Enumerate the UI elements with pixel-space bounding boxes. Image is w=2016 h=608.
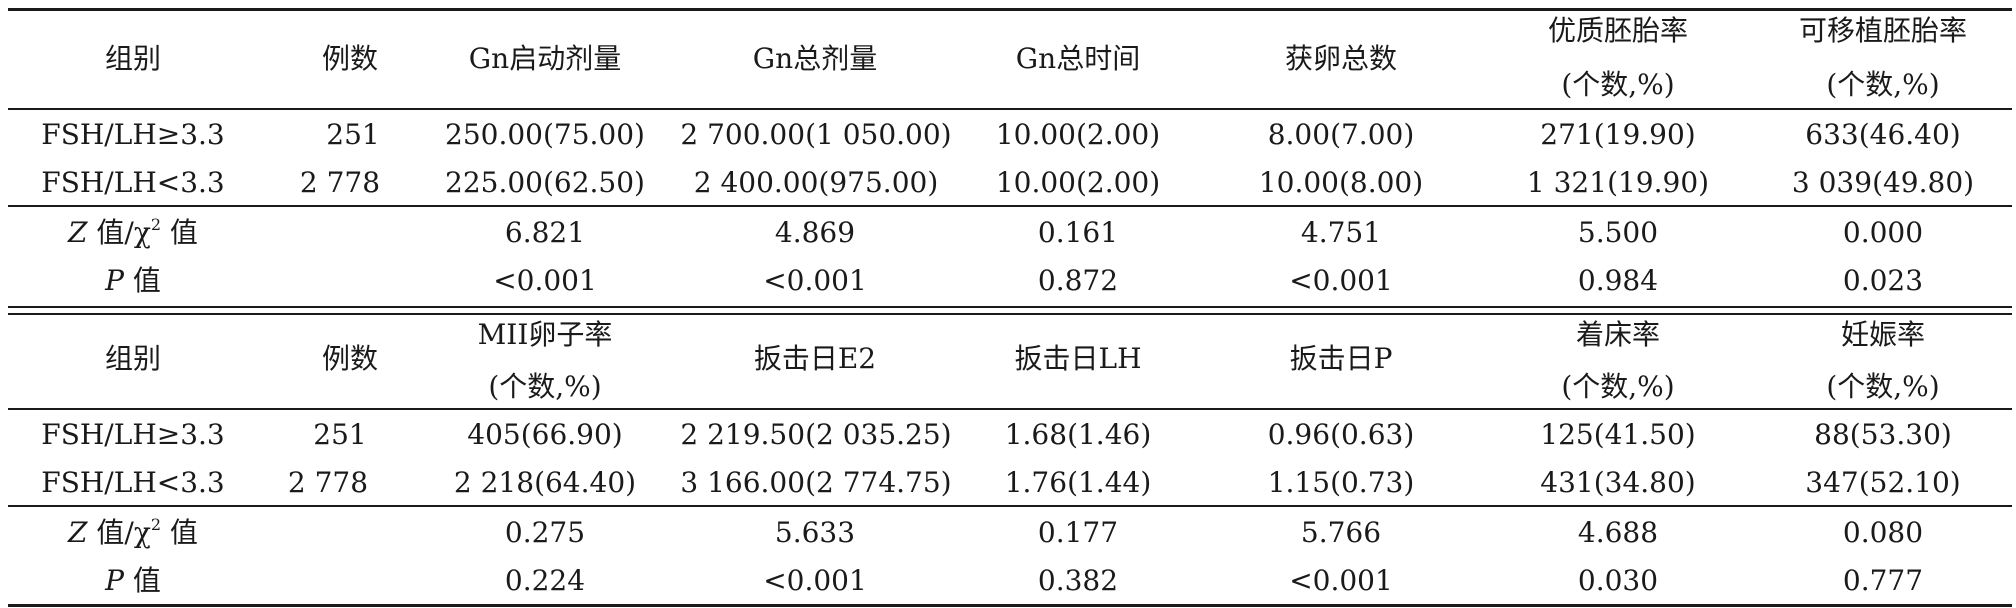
- header-rule-2: [8, 408, 2012, 410]
- z-value: 5.633: [774, 516, 856, 549]
- row-cell: 2 700.00(1 050.00): [680, 118, 952, 151]
- row-cell: 1.68(1.46): [1004, 418, 1152, 451]
- z-value: 6.821: [504, 216, 586, 249]
- header-group: 组别: [104, 42, 161, 75]
- header-count: 例数: [321, 42, 378, 75]
- p-value: 0.382: [1037, 564, 1119, 597]
- p-value: <0.001: [1289, 564, 1393, 597]
- row-cell: 431(34.80): [1540, 466, 1696, 499]
- header-quality-embryo-rate-sub: (个数,%): [1561, 68, 1675, 101]
- p-value: 0.030: [1577, 564, 1659, 597]
- header-trigger-p: 扳击日P: [1289, 342, 1393, 375]
- header-trigger-lh: 扳击日LH: [1014, 342, 1142, 375]
- row-cell: 1.76(1.44): [1004, 466, 1152, 499]
- p-value: 0.872: [1037, 264, 1119, 297]
- section-rule-b: [8, 313, 2012, 315]
- p-value: 0.984: [1577, 264, 1659, 297]
- z-value: 4.869: [774, 216, 856, 249]
- row-cell: 2 218(64.40): [453, 466, 637, 499]
- row-cell: 88(53.30): [1814, 418, 1952, 451]
- z-label: Z 值/χ2 值: [68, 515, 198, 549]
- row-cell: 0.96(0.63): [1267, 418, 1415, 451]
- p-label: P 值: [105, 564, 161, 597]
- row-cell: 8.00(7.00): [1267, 118, 1415, 151]
- header-transferable-embryo-rate: 可移植胚胎率: [1798, 14, 1967, 47]
- bottom-rule: [8, 604, 2012, 607]
- header-mii-oocyte-rate: MII卵子率: [477, 318, 613, 351]
- row-label: FSH/LH<3.3: [41, 166, 225, 199]
- row-cell: 405(66.90): [467, 418, 623, 451]
- z-label: Z 值/χ2 值: [68, 215, 198, 249]
- row-label: FSH/LH<3.3: [41, 466, 225, 499]
- data-rule-2: [8, 505, 2012, 507]
- header-trigger-e2: 扳击日E2: [753, 342, 877, 375]
- header-mii-oocyte-rate-sub: (个数,%): [488, 370, 602, 403]
- row-cell: 271(19.90): [1540, 118, 1696, 151]
- top-rule: [8, 8, 2012, 11]
- row-cell: 3 166.00(2 774.75): [680, 466, 952, 499]
- data-rule-1: [8, 205, 2012, 207]
- row-cell: 10.00(2.00): [995, 118, 1161, 151]
- z-value: 4.751: [1300, 216, 1382, 249]
- header-oocytes-total: 获卵总数: [1284, 42, 1397, 75]
- header-count: 例数: [321, 342, 378, 375]
- z-value: 0.000: [1842, 216, 1924, 249]
- row-cell: 2 778: [287, 466, 369, 499]
- header-pregnancy-rate-sub: (个数,%): [1826, 370, 1940, 403]
- z-value: 0.161: [1037, 216, 1119, 249]
- header-gn-total-time: Gn总时间: [1015, 42, 1141, 75]
- row-cell: 2 778: [299, 166, 381, 199]
- p-value: <0.001: [763, 564, 867, 597]
- row-cell: 251: [313, 418, 367, 451]
- z-value: 0.080: [1842, 516, 1924, 549]
- row-cell: 251: [326, 118, 380, 151]
- row-cell: 225.00(62.50): [445, 166, 645, 199]
- z-value: 5.500: [1577, 216, 1659, 249]
- row-label: FSH/LH≥3.3: [41, 118, 225, 151]
- row-cell: 633(46.40): [1805, 118, 1961, 151]
- row-cell: 1 321(19.90): [1526, 166, 1710, 199]
- p-value: <0.001: [1289, 264, 1393, 297]
- row-cell: 10.00(8.00): [1258, 166, 1424, 199]
- header-rule-1: [8, 108, 2012, 110]
- z-value: 4.688: [1577, 516, 1659, 549]
- row-cell: 3 039(49.80): [1791, 166, 1975, 199]
- header-group: 组别: [104, 342, 161, 375]
- section-rule-a: [8, 306, 2012, 308]
- p-value: <0.001: [763, 264, 867, 297]
- p-label: P 值: [105, 264, 161, 297]
- header-pregnancy-rate: 妊娠率: [1840, 318, 1925, 351]
- p-value: 0.777: [1842, 564, 1924, 597]
- row-label: FSH/LH≥3.3: [41, 418, 225, 451]
- z-value: 0.177: [1037, 516, 1119, 549]
- row-cell: 125(41.50): [1540, 418, 1696, 451]
- p-value: <0.001: [493, 264, 597, 297]
- header-gn-total-dose: Gn总剂量: [752, 42, 878, 75]
- p-value: 0.023: [1842, 264, 1924, 297]
- row-cell: 2 400.00(975.00): [693, 166, 939, 199]
- row-cell: 1.15(0.73): [1267, 466, 1415, 499]
- header-quality-embryo-rate: 优质胚胎率: [1547, 14, 1688, 47]
- p-value: 0.224: [504, 564, 586, 597]
- header-gn-start-dose: Gn启动剂量: [468, 42, 622, 75]
- z-value: 5.766: [1300, 516, 1382, 549]
- results-table: 组别 例数 Gn启动剂量 Gn总剂量 Gn总时间 获卵总数 优质胚胎率 (个数,…: [8, 8, 2012, 608]
- row-cell: 2 219.50(2 035.25): [680, 418, 952, 451]
- header-transferable-embryo-rate-sub: (个数,%): [1826, 68, 1940, 101]
- row-cell: 10.00(2.00): [995, 166, 1161, 199]
- header-implantation-rate-sub: (个数,%): [1561, 370, 1675, 403]
- row-cell: 347(52.10): [1805, 466, 1961, 499]
- z-value: 0.275: [504, 516, 586, 549]
- header-implantation-rate: 着床率: [1575, 318, 1660, 351]
- row-cell: 250.00(75.00): [445, 118, 645, 151]
